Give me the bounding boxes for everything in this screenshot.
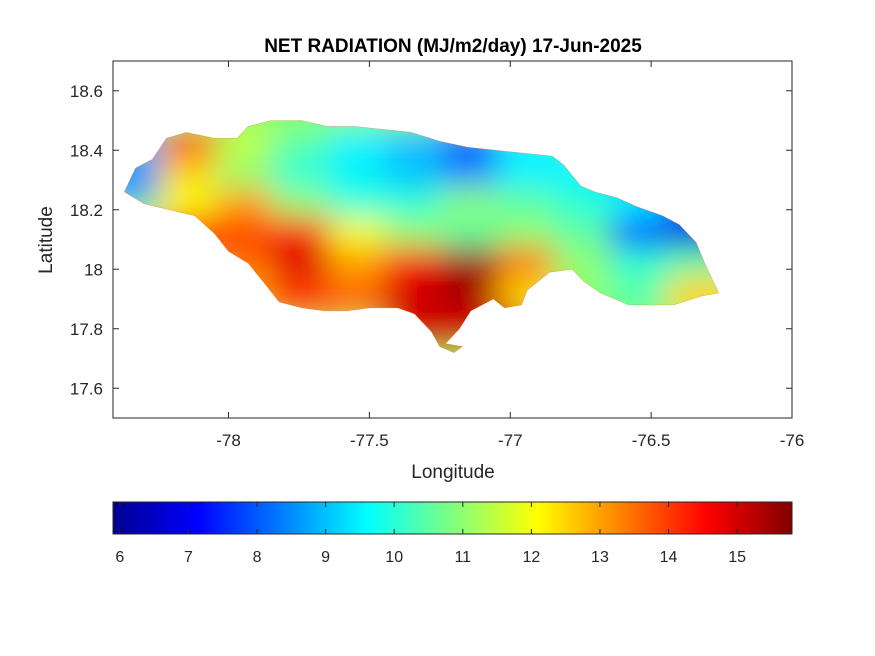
y-tick-label: 17.6 — [70, 379, 103, 398]
colorbar-ticks: 6 7 8 9 10 11 12 13 14 15 — [115, 502, 746, 566]
chart-title: NET RADIATION (MJ/m2/day) 17-Jun-2025 — [264, 36, 642, 57]
y-tick-label: 18.2 — [70, 201, 103, 220]
y-tick-label: 17.8 — [70, 320, 103, 339]
y-tick-label: 18.6 — [70, 82, 103, 101]
y-tick-label: 18 — [84, 260, 103, 279]
island-outline — [123, 120, 720, 353]
colorbar-tick-label: 6 — [115, 549, 124, 566]
x-tick-label: -78 — [216, 431, 241, 450]
colorbar-tick-label: 14 — [660, 549, 678, 566]
colorbar-tick-label: 8 — [253, 549, 262, 566]
x-tick-label: -76.5 — [632, 431, 671, 450]
x-tick-label: -77.5 — [350, 431, 389, 450]
y-axis-label: Latitude — [36, 206, 57, 274]
y-tick-label: 18.4 — [70, 141, 103, 160]
colorbar-tick-label: 9 — [321, 549, 330, 566]
x-tick-label: -76 — [780, 431, 805, 450]
colorbar-tick-label: 7 — [184, 549, 193, 566]
colorbar-tick-label: 11 — [454, 549, 471, 566]
x-axis-ticks: -78 -77.5 -77 -76.5 -76 — [216, 61, 804, 450]
x-axis-label: Longitude — [411, 462, 494, 483]
y-axis-ticks: 17.6 17.8 18 18.2 18.4 18.6 — [70, 82, 792, 398]
colorbar — [112, 501, 793, 535]
colorbar-tick-label: 15 — [728, 549, 746, 566]
colorbar-tick-label: 12 — [522, 549, 540, 566]
colorbar-tick-label: 10 — [385, 549, 403, 566]
x-tick-label: -77 — [498, 431, 523, 450]
colorbar-tick-label: 13 — [591, 549, 609, 566]
